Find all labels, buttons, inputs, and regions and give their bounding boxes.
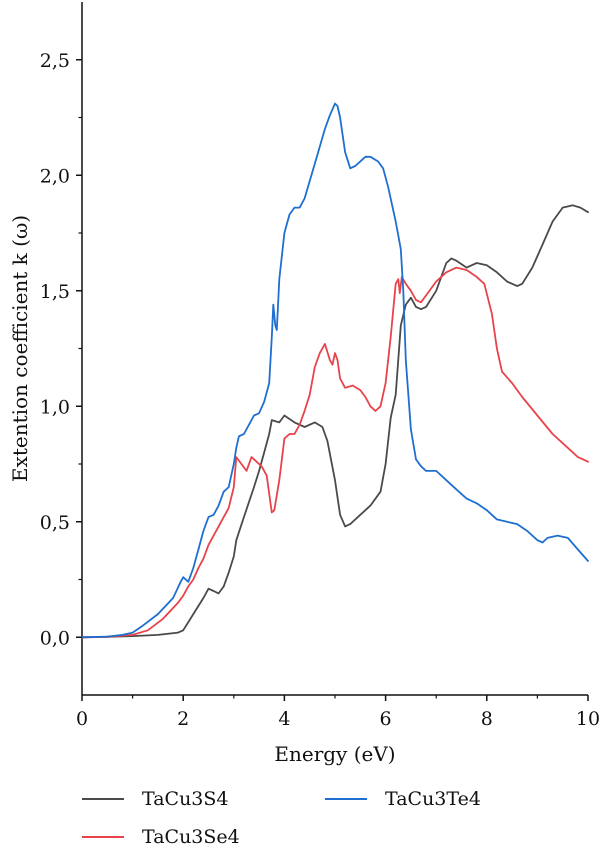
y-axis-ticks: 0,0 0,5 1,0 1,5 2,0 2,5 [40,50,82,649]
y-tick-label: 1,5 [40,281,70,303]
x-tick-label: 4 [278,708,290,730]
x-axis-ticks: 0 2 4 6 8 10 [76,695,600,730]
series-layer [81,102,589,639]
x-tick-label: 0 [76,708,88,730]
x-tick-label: 2 [177,708,189,730]
y-axis-title: Extention coefficient k (ω) [8,215,32,482]
x-tick-label: 6 [380,708,392,730]
series-line-tacu3se4 [81,266,589,639]
legend-label-tacu3s4: TaCu3S4 [142,788,229,810]
legend-label-tacu3te4: TaCu3Te4 [385,788,481,810]
legend: TaCu3S4 TaCu3Se4 TaCu3Te4 [82,788,481,848]
series-line-tacu3te4 [81,102,589,639]
x-tick-label: 8 [481,708,493,730]
y-tick-label: 1,0 [40,396,70,418]
y-tick-label: 0,5 [40,512,70,534]
legend-label-tacu3se4: TaCu3Se4 [142,826,240,848]
y-tick-label: 2,0 [40,165,70,187]
plot-frame [81,2,588,696]
x-axis-title: Energy (eV) [274,742,395,766]
series-line-tacu3s4 [81,204,589,639]
y-tick-label: 0,0 [40,627,70,649]
x-tick-label: 10 [576,708,600,730]
y-tick-label: 2,5 [40,50,70,72]
